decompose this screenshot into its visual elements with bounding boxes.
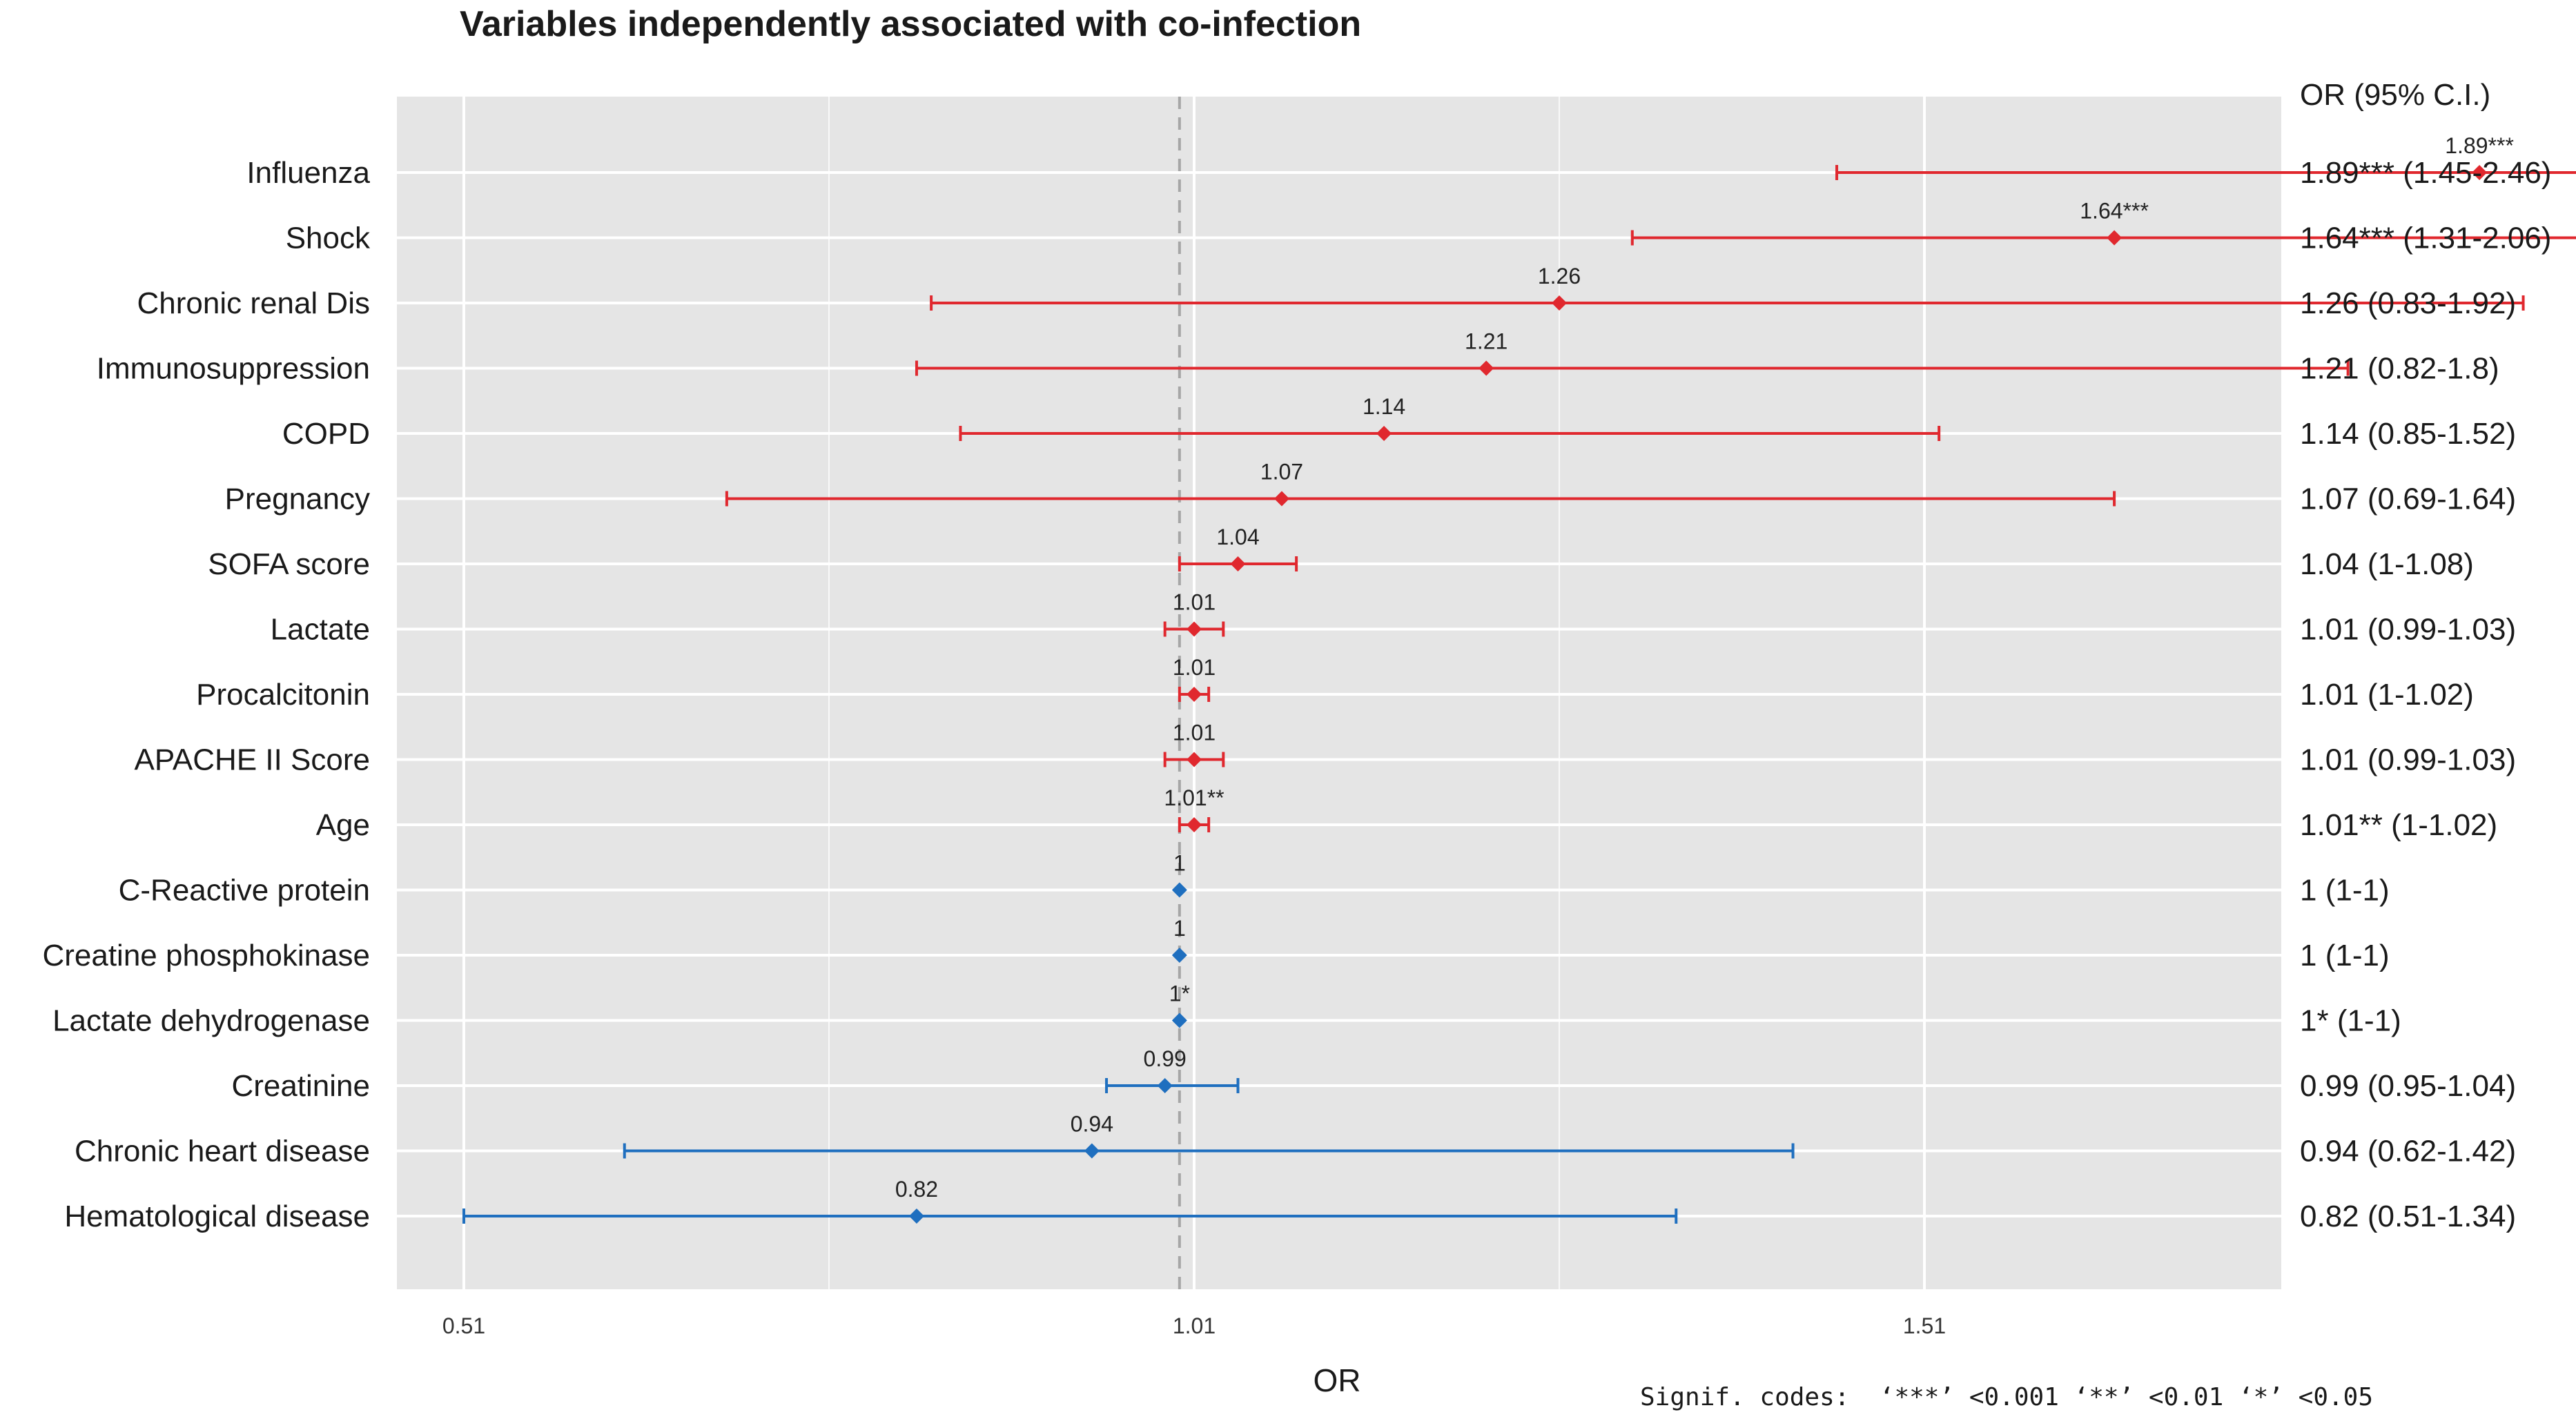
point-estimate-marker xyxy=(2107,230,2123,246)
x-tick-label: 1.51 xyxy=(1903,1313,1946,1338)
row-labels: Influenza Shock Chronic renal Dis Immunosup… xyxy=(42,156,371,1233)
point-estimate-label: 1.01 xyxy=(1173,590,1216,615)
point-estimate-marker xyxy=(908,1208,924,1224)
ci-text: 1 (1-1) xyxy=(2300,874,2390,908)
point-estimate-label: 1.89*** xyxy=(2445,133,2514,158)
point-estimate-label: 0.94 xyxy=(1071,1112,1113,1137)
ci-text: 1.01** (1-1.02) xyxy=(2300,808,2497,842)
point-estimate-label: 1.01 xyxy=(1173,721,1216,745)
row-label: Procalcitonin xyxy=(196,678,370,712)
point-estimate-label: 1.26 xyxy=(1538,264,1581,288)
ci-text: 0.94 (0.62-1.42) xyxy=(2300,1135,2516,1168)
ci-text: 1.26 (0.83-1.92) xyxy=(2300,286,2516,320)
point-estimate-marker xyxy=(1187,817,1202,832)
row-label: Lactate dehydrogenase xyxy=(52,1004,370,1038)
ci-text: 1.01 (0.99-1.03) xyxy=(2300,743,2516,777)
row-label: Chronic renal Dis xyxy=(137,286,370,320)
chart-title: Variables independently associated with … xyxy=(460,4,1361,44)
ci-text: 1.04 (1-1.08) xyxy=(2300,547,2474,581)
row-label: SOFA score xyxy=(208,547,370,581)
row-label: Shock xyxy=(286,222,371,255)
row-label: Hematological disease xyxy=(64,1200,370,1233)
point-estimate-marker xyxy=(1274,491,1289,507)
point-estimate-marker xyxy=(1171,1012,1187,1028)
point-estimate-label: 0.99 xyxy=(1144,1046,1187,1071)
point-estimate-label: 1.01** xyxy=(1164,785,1224,810)
point-estimate-marker xyxy=(1230,556,1246,571)
point-estimate-marker xyxy=(1187,621,1202,637)
point-estimate-label: 1* xyxy=(1169,981,1190,1006)
x-tick-label: 1.01 xyxy=(1173,1313,1216,1338)
point-estimate-marker xyxy=(2472,165,2488,180)
point-estimate-marker xyxy=(1084,1143,1100,1159)
row-label: C-Reactive protein xyxy=(119,874,370,908)
point-estimate-label: 1.07 xyxy=(1260,460,1303,485)
row-label: Chronic heart disease xyxy=(75,1135,370,1168)
row-label: COPD xyxy=(282,417,370,451)
point-estimate-label: 1 xyxy=(1173,916,1186,941)
ci-column-header: OR (95% C.I.) xyxy=(2300,78,2490,112)
ci-text: 1 (1-1) xyxy=(2300,939,2390,972)
ci-text: 1* (1-1) xyxy=(2300,1004,2401,1038)
significance-codes: Signif. codes: ‘***’ <0.001 ‘**’ <0.01 ‘… xyxy=(1640,1383,2373,1411)
x-axis-label: OR xyxy=(1314,1362,1361,1398)
point-estimate-marker xyxy=(1187,687,1202,702)
row-label: Lactate xyxy=(271,613,370,647)
point-estimate-marker xyxy=(1171,948,1187,963)
ci-text: 0.82 (0.51-1.34) xyxy=(2300,1200,2516,1233)
point-estimate-label: 1.64*** xyxy=(2080,199,2149,224)
ci-text: 1.21 (0.82-1.8) xyxy=(2300,352,2499,386)
point-estimate-label: 1.04 xyxy=(1216,525,1259,549)
ci-text: 1.89*** (1.45-2.46) xyxy=(2300,156,2551,190)
ci-text: 1.07 (0.69-1.64) xyxy=(2300,482,2516,516)
point-estimate-marker xyxy=(1157,1078,1173,1093)
row-label: APACHE II Score xyxy=(134,743,370,777)
point-estimate-marker xyxy=(1479,360,1494,376)
row-label: Influenza xyxy=(246,156,370,190)
ci-text: 1.64*** (1.31-2.06) xyxy=(2300,222,2551,255)
row-label: Creatinine xyxy=(231,1069,370,1103)
point-estimate-label: 1.01 xyxy=(1173,655,1216,680)
point-estimate-label: 1.21 xyxy=(1465,329,1507,354)
point-estimate-marker xyxy=(1376,426,1392,441)
row-label: Creatine phosphokinase xyxy=(42,939,370,972)
x-axis-ticks: 0.511.011.512.012.51 xyxy=(442,1313,1946,1338)
row-label: Pregnancy xyxy=(225,482,370,516)
ci-text: 1.01 (1-1.02) xyxy=(2300,678,2474,712)
ci-text: 1.01 (0.99-1.03) xyxy=(2300,613,2516,647)
point-estimate-label: 0.82 xyxy=(895,1177,938,1202)
row-label: Immunosuppression xyxy=(97,352,370,386)
data-marks: 1.89*** 1.64*** 1.26 1.21 1.14 1.07 1.04 1.01 1.… xyxy=(462,133,2576,1224)
point-estimate-label: 1.14 xyxy=(1363,394,1405,419)
ci-text: 0.99 (0.95-1.04) xyxy=(2300,1069,2516,1103)
ci-labels: 1.89*** (1.45-2.46) 1.64*** (1.31-2.06) 1.… xyxy=(2300,156,2551,1233)
point-estimate-marker xyxy=(1552,295,1567,311)
x-tick-label: 0.51 xyxy=(442,1313,485,1338)
point-estimate-marker xyxy=(1187,752,1202,767)
point-estimate-label: 1 xyxy=(1173,851,1186,876)
ci-text: 1.14 (0.85-1.52) xyxy=(2300,417,2516,451)
point-estimate-marker xyxy=(1171,882,1187,898)
row-label: Age xyxy=(316,808,370,842)
